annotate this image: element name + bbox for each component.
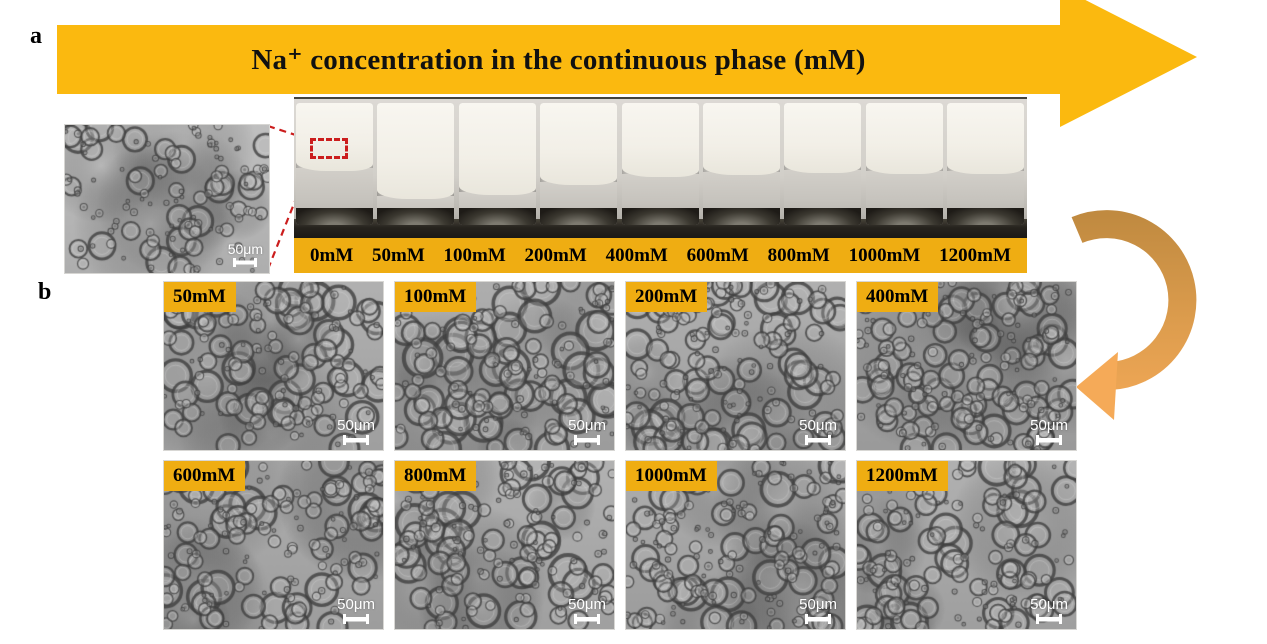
arrow-banner-title: Na⁺ concentration in the continuous phas… xyxy=(251,44,866,76)
concentration-chip: 50mM xyxy=(164,282,236,312)
vial-cream-layer xyxy=(784,103,862,173)
scale-bar-icon xyxy=(1036,614,1063,624)
vial-photo xyxy=(294,97,1027,238)
vial-base xyxy=(458,208,536,225)
panel-b-label: b xyxy=(38,279,52,305)
inset-micrograph-0mM: 50μm xyxy=(64,124,270,274)
scale-bar-label: 50μm xyxy=(337,417,375,435)
vial-50mM xyxy=(377,103,455,225)
roi-dashed-box xyxy=(310,138,348,159)
scale-bar-icon xyxy=(233,258,258,267)
scale-bar: 50μm xyxy=(568,597,606,624)
scale-bar: 50μm xyxy=(1030,597,1068,624)
micrograph-100mM: 100mM 50μm xyxy=(394,281,615,451)
micrograph-1000mM: 1000mM 50μm xyxy=(625,460,846,630)
scale-bar: 50μm xyxy=(1030,418,1068,445)
scale-bar-icon xyxy=(574,614,601,624)
scale-bar-label: 50μm xyxy=(568,417,606,435)
micrograph-800mM: 800mM 50μm xyxy=(394,460,615,630)
inset-micrograph-image xyxy=(65,125,269,273)
concentration-chip: 200mM xyxy=(626,282,708,312)
vial-base xyxy=(703,208,780,225)
micrograph-50mM: 50mM 50μm xyxy=(163,281,384,451)
vial-1200mM xyxy=(947,103,1025,225)
concentration-chip: 400mM xyxy=(857,282,939,312)
vial-label: 100mM xyxy=(443,244,506,266)
scale-bar-label: 50μm xyxy=(227,241,263,258)
vial-base xyxy=(377,208,455,225)
micrograph-400mM: 400mM 50μm xyxy=(856,281,1077,451)
scale-bar: 50μm xyxy=(337,418,375,445)
curved-arrow-head-icon xyxy=(1076,352,1118,420)
vial-600mM xyxy=(703,103,780,225)
vial-100mM xyxy=(458,103,536,225)
vial-base xyxy=(947,208,1025,225)
vial-cream-layer xyxy=(540,103,618,185)
vial-cream-layer xyxy=(947,103,1025,174)
scale-bar: 50μm xyxy=(799,418,837,445)
concentration-chip: 600mM xyxy=(164,461,246,491)
scale-bar-icon xyxy=(805,435,832,445)
vial-label: 400mM xyxy=(605,244,668,266)
vial-1000mM xyxy=(865,103,943,225)
scale-bar-icon xyxy=(343,614,370,624)
vial-cream-layer xyxy=(865,103,943,174)
micrograph-200mM: 200mM 50μm xyxy=(625,281,846,451)
vial-label-strip: 0mM 50mM 100mM 200mM 400mM 600mM 800mM 1… xyxy=(294,238,1027,273)
vial-0mM xyxy=(296,103,373,225)
scale-bar-icon xyxy=(574,435,601,445)
scale-bar-label: 50μm xyxy=(337,596,375,614)
scale-bar-label: 50μm xyxy=(799,417,837,435)
panel-a-label: a xyxy=(30,23,42,49)
scale-bar: 50μm xyxy=(228,242,263,267)
vial-label: 1200mM xyxy=(939,244,1011,266)
concentration-chip: 800mM xyxy=(395,461,477,491)
micrograph-1200mM: 1200mM 50μm xyxy=(856,460,1077,630)
vial-400mM xyxy=(621,103,699,225)
vial-cream-layer xyxy=(377,103,455,199)
scale-bar-label: 50μm xyxy=(799,596,837,614)
scale-bar-icon xyxy=(805,614,832,624)
vial-cream-layer xyxy=(621,103,699,177)
vial-label: 800mM xyxy=(767,244,830,266)
scale-bar-label: 50μm xyxy=(568,596,606,614)
scale-bar: 50μm xyxy=(568,418,606,445)
scale-bar: 50μm xyxy=(799,597,837,624)
vial-label: 1000mM xyxy=(848,244,921,266)
scale-bar-label: 50μm xyxy=(1030,596,1068,614)
concentration-chip: 100mM xyxy=(395,282,477,312)
vial-base xyxy=(865,208,943,225)
concentration-chip: 1200mM xyxy=(857,461,948,491)
micrograph-600mM: 600mM 50μm xyxy=(163,460,384,630)
vial-label: 600mM xyxy=(686,244,749,266)
curved-arrow-icon xyxy=(1071,210,1197,390)
vial-cream-layer xyxy=(703,103,780,175)
vial-cream-layer xyxy=(296,103,373,171)
vial-label: 50mM xyxy=(372,244,425,266)
scale-bar-icon xyxy=(343,435,370,445)
vial-200mM xyxy=(540,103,618,225)
concentration-chip: 1000mM xyxy=(626,461,717,491)
vial-base xyxy=(784,208,862,225)
scale-bar-label: 50μm xyxy=(1030,417,1068,435)
vial-800mM xyxy=(784,103,862,225)
scale-bar: 50μm xyxy=(337,597,375,624)
vial-label: 0mM xyxy=(310,244,354,266)
vial-base xyxy=(540,208,618,225)
vial-label: 200mM xyxy=(524,244,587,266)
scale-bar-icon xyxy=(1036,435,1063,445)
vial-cream-layer xyxy=(458,103,536,195)
vial-base xyxy=(621,208,699,225)
vial-base xyxy=(296,208,373,225)
